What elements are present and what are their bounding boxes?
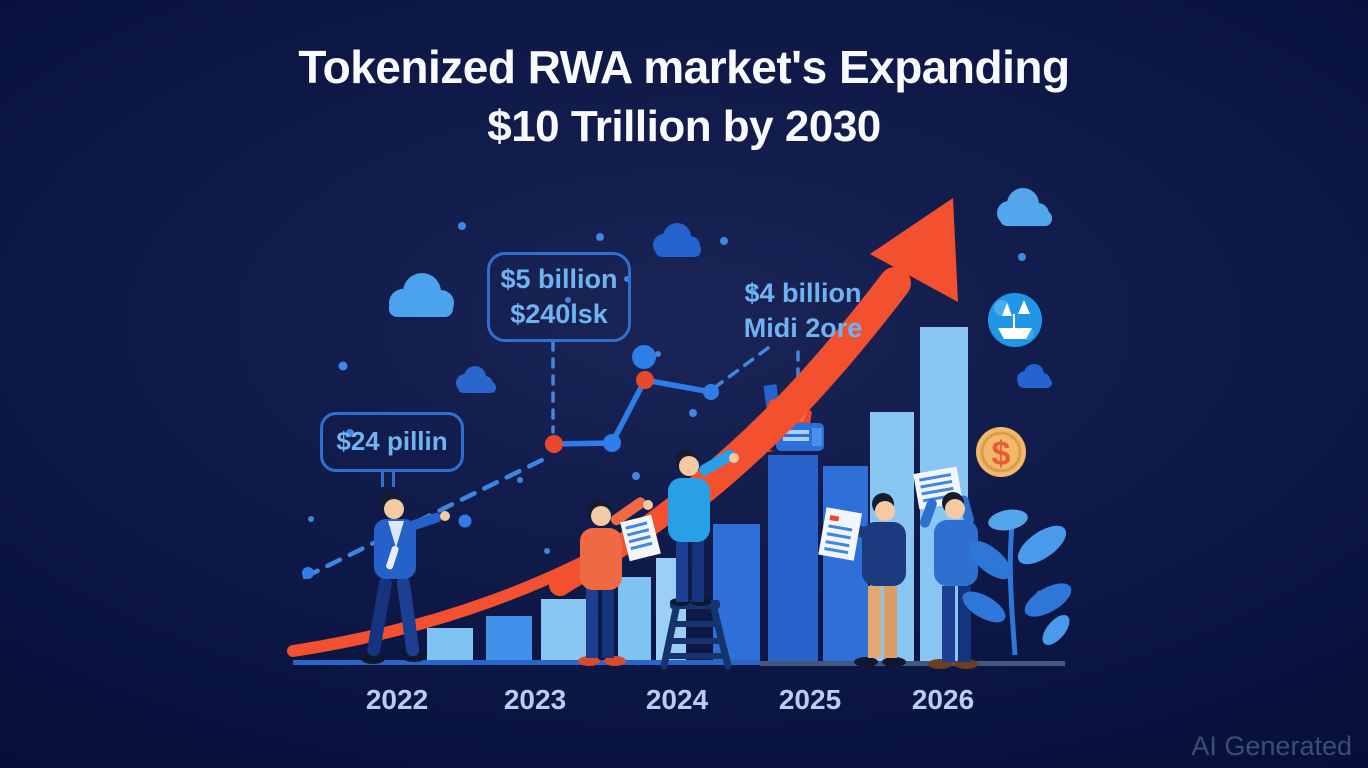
person-on-ladder — [668, 449, 739, 606]
node-dot-blue — [703, 384, 719, 400]
callout-bubble-2022-value: $24 pillin — [320, 412, 464, 487]
node-dot-red — [545, 435, 563, 453]
document-icon — [620, 514, 661, 562]
dollar-symbol: $ — [992, 435, 1011, 473]
dollar-coin-icon: $ — [976, 427, 1026, 477]
callout-label-right-value: $4 billion Midi 2ore — [733, 276, 873, 346]
plant-icon — [962, 509, 1072, 656]
cloud-icon — [456, 366, 496, 393]
node-dot-red — [636, 371, 654, 389]
callout-mid-line-2: $240lsk — [510, 299, 608, 329]
cloud-icon — [1017, 364, 1052, 388]
x-axis-label-2023: 2023 — [503, 684, 567, 715]
callout-box-mid-value: $5 billion $240lsk — [487, 252, 631, 342]
trend-polyline — [545, 345, 719, 453]
x-axis-label-2026: 2026 — [911, 684, 975, 715]
cloud-icon — [653, 223, 701, 257]
bar — [768, 455, 818, 663]
bar — [618, 577, 651, 663]
person-reading-document — [818, 493, 906, 667]
callout-right-line-2: Midi 2ore — [743, 313, 863, 344]
title-line-2: $10 Trillion by 2030 — [487, 101, 881, 151]
callout-mid-line-1: $5 billion — [500, 263, 618, 294]
person-pointing — [361, 492, 450, 664]
cloud-icon — [997, 188, 1052, 226]
node-dot-large — [632, 345, 656, 369]
callout-right-line-1: $4 billion — [744, 278, 862, 308]
callout-bubble-text: $24 pillin — [336, 426, 448, 457]
bar — [541, 599, 587, 663]
person-orange-document — [578, 497, 661, 666]
node-dot-blue — [603, 434, 621, 452]
cloud-icon — [389, 273, 454, 317]
page-title: Tokenized RWA market's Expanding $10 Tri… — [0, 38, 1368, 155]
ai-generated-watermark: AI Generated — [1191, 731, 1352, 761]
globe-ship-icon — [988, 293, 1042, 347]
document-icon — [818, 507, 863, 561]
bar — [823, 466, 868, 663]
x-axis-label-2024: 2024 — [645, 684, 709, 715]
x-axis-label-2022: 2022 — [365, 684, 429, 715]
title-line-1: Tokenized RWA market's Expanding — [298, 41, 1070, 93]
axis-line — [293, 660, 1065, 666]
bar — [486, 616, 532, 663]
x-axis-label-2025: 2025 — [778, 684, 842, 715]
bar — [427, 628, 473, 663]
person-holding-document-up — [913, 466, 978, 669]
